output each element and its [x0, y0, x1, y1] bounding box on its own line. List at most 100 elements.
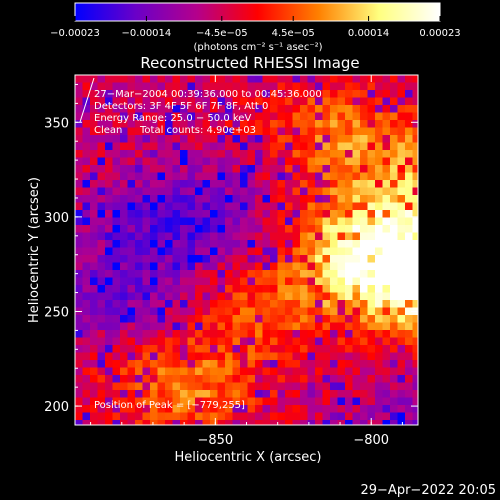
heatmap-pixel	[187, 195, 196, 203]
heatmap-pixel	[412, 195, 418, 203]
heatmap-pixel	[382, 127, 391, 136]
heatmap-pixel	[367, 195, 376, 203]
heatmap-pixel	[375, 217, 383, 226]
heatmap-pixel	[97, 270, 106, 278]
heatmap-pixel	[172, 360, 181, 368]
heatmap-pixel	[247, 390, 256, 398]
heatmap-pixel	[255, 360, 263, 368]
heatmap-pixel	[217, 150, 226, 158]
heatmap-pixel	[202, 240, 211, 248]
heatmap-pixel	[270, 382, 278, 391]
heatmap-pixel	[105, 82, 113, 91]
heatmap-pixel	[300, 105, 308, 113]
heatmap-pixel	[412, 322, 418, 331]
heatmap-pixel	[375, 322, 383, 331]
heatmap-pixel	[300, 397, 308, 406]
heatmap-pixel	[375, 277, 383, 286]
heatmap-pixel	[390, 382, 398, 391]
heatmap-pixel	[150, 217, 158, 226]
heatmap-pixel	[127, 345, 136, 353]
heatmap-pixel	[82, 232, 91, 241]
heatmap-pixel	[240, 202, 248, 211]
heatmap-pixel	[412, 120, 418, 128]
heatmap-pixel	[262, 142, 271, 151]
heatmap-pixel	[232, 112, 241, 121]
heatmap-pixel	[90, 375, 98, 383]
heatmap-pixel	[412, 315, 418, 323]
heatmap-pixel	[165, 180, 173, 188]
heatmap-pixel	[382, 277, 391, 286]
heatmap-pixel	[225, 180, 233, 188]
heatmap-pixel	[307, 112, 316, 121]
heatmap-pixel	[307, 292, 316, 301]
heatmap-pixel	[142, 375, 151, 383]
heatmap-pixel	[277, 367, 286, 376]
heatmap-pixel	[150, 150, 158, 158]
heatmap-pixel	[255, 382, 263, 391]
heatmap-pixel	[97, 90, 106, 98]
heatmap-pixel	[352, 112, 361, 121]
heatmap-pixel	[82, 345, 91, 353]
heatmap-pixel	[75, 352, 83, 361]
heatmap-pixel	[397, 390, 406, 398]
heatmap-pixel	[367, 307, 376, 316]
heatmap-pixel	[97, 210, 106, 218]
heatmap-pixel	[262, 382, 271, 391]
heatmap-pixel	[405, 255, 413, 263]
heatmap-pixel	[172, 232, 181, 241]
heatmap-pixel	[187, 307, 196, 316]
heatmap-pixel	[112, 352, 121, 361]
heatmap-pixel	[412, 382, 418, 391]
heatmap-pixel	[217, 367, 226, 376]
heatmap-pixel	[180, 172, 188, 181]
heatmap-pixel	[90, 225, 98, 233]
heatmap-pixel	[352, 187, 361, 196]
heatmap-pixel	[412, 97, 418, 106]
heatmap-pixel	[307, 240, 316, 248]
heatmap-pixel	[277, 75, 286, 83]
heatmap-pixel	[135, 225, 143, 233]
heatmap-pixel	[262, 405, 271, 413]
heatmap-pixel	[180, 202, 188, 211]
heatmap-pixel	[187, 270, 196, 278]
heatmap-pixel	[105, 315, 113, 323]
heatmap-pixel	[150, 292, 158, 301]
heatmap-pixel	[405, 307, 413, 316]
heatmap-pixel	[330, 232, 338, 241]
heatmap-pixel	[195, 382, 203, 391]
heatmap-pixel	[255, 247, 263, 256]
limb-line	[79, 77, 95, 123]
heatmap-pixel	[142, 315, 151, 323]
heatmap-pixel	[165, 142, 173, 151]
heatmap-pixel	[90, 315, 98, 323]
heatmap-pixel	[165, 202, 173, 211]
heatmap-pixel	[180, 157, 188, 166]
heatmap-pixel	[382, 232, 391, 241]
heatmap-pixel	[225, 202, 233, 211]
heatmap-pixel	[225, 277, 233, 286]
heatmap-pixel	[412, 165, 418, 173]
heatmap-pixel	[75, 240, 83, 248]
heatmap-pixel	[345, 405, 353, 413]
heatmap-pixel	[315, 345, 323, 353]
heatmap-pixel	[285, 202, 293, 211]
heatmap-pixel	[120, 225, 128, 233]
heatmap-pixel	[75, 375, 83, 383]
heatmap-pixel	[285, 382, 293, 391]
heatmap-pixel	[202, 90, 211, 98]
heatmap-pixel	[367, 337, 376, 346]
heatmap-pixel	[187, 345, 196, 353]
heatmap-pixel	[157, 420, 166, 425]
heatmap-pixel	[142, 142, 151, 151]
heatmap-pixel	[187, 330, 196, 338]
heatmap-pixel	[82, 360, 91, 368]
heatmap-pixel	[157, 277, 166, 286]
heatmap-pixel	[397, 127, 406, 136]
heatmap-pixel	[405, 262, 413, 271]
heatmap-pixel	[397, 337, 406, 346]
heatmap-pixel	[307, 82, 316, 91]
heatmap-pixel	[397, 270, 406, 278]
heatmap-pixel	[120, 202, 128, 211]
heatmap-pixel	[240, 150, 248, 158]
heatmap-pixel	[270, 307, 278, 316]
